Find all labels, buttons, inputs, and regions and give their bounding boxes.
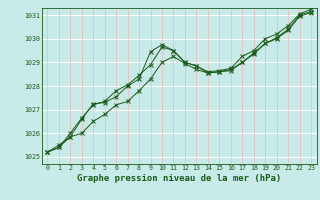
X-axis label: Graphe pression niveau de la mer (hPa): Graphe pression niveau de la mer (hPa) — [77, 174, 281, 183]
